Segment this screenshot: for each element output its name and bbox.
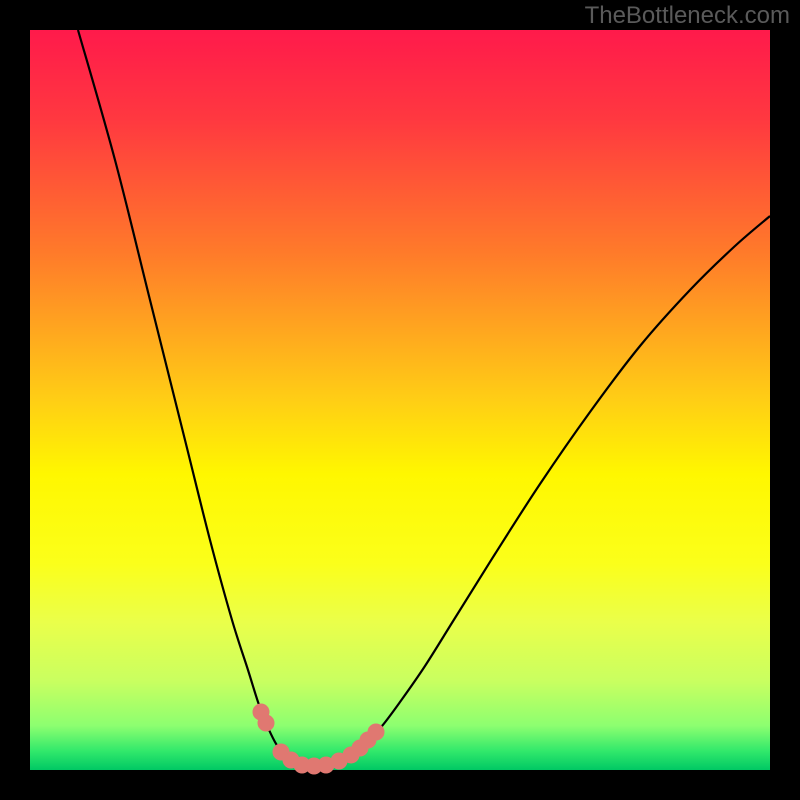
chart-stage: { "watermark": { "text": "TheBottleneck.… [0,0,800,800]
marker-dot [258,715,274,731]
watermark-text: TheBottleneck.com [585,2,790,30]
plot-background [30,30,770,770]
bottleneck-chart [0,0,800,800]
marker-dot [368,724,384,740]
